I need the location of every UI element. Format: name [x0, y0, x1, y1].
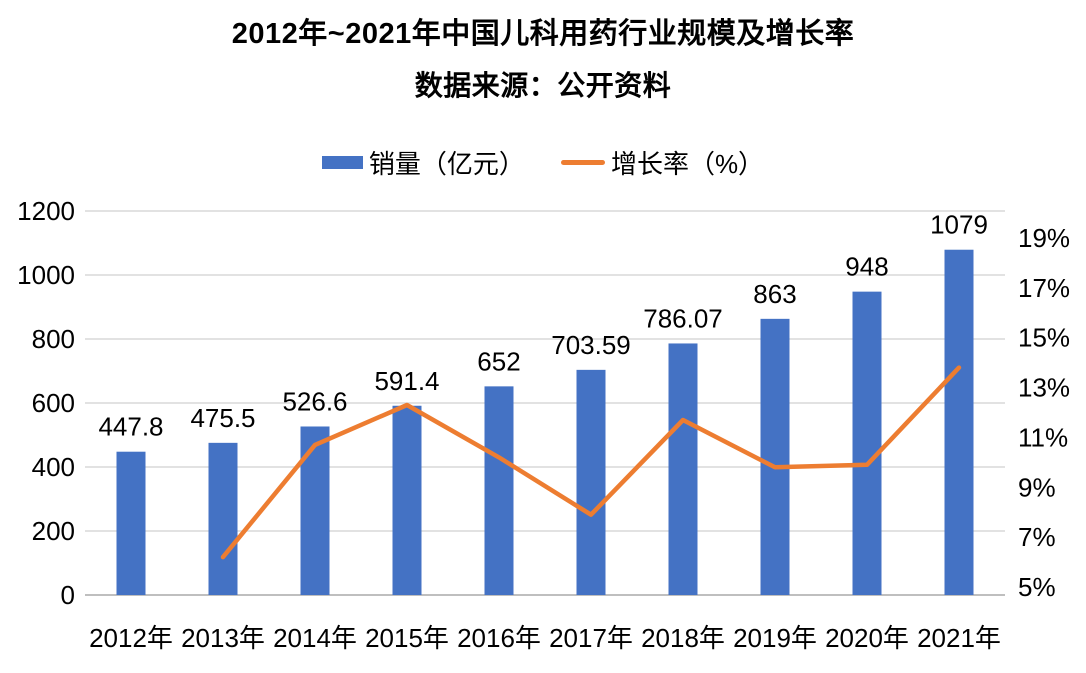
right-tick-5: 5%: [1018, 572, 1056, 602]
bar-label-2014年: 526.6: [282, 386, 347, 416]
bar-label-2020年: 948: [845, 252, 888, 282]
right-axis-labels: 5% 7% 9% 11% 13% 15% 17% 19%: [1018, 223, 1070, 602]
chart-subtitle: 数据来源：公开资料: [414, 70, 672, 101]
bar-2018年: [668, 343, 698, 595]
bar-2013年: [208, 442, 238, 595]
x-label-2017年: 2017年: [549, 623, 633, 653]
x-label-2012年: 2012年: [89, 623, 173, 653]
right-tick-9: 9%: [1018, 472, 1056, 502]
left-tick-600: 600: [32, 388, 75, 418]
line-series-swatch-icon: [560, 160, 605, 165]
right-tick-11: 11%: [1018, 422, 1068, 452]
x-label-2019年: 2019年: [733, 623, 817, 653]
right-tick-15: 15%: [1018, 323, 1070, 353]
legend-item-sales: 销量（亿元）: [321, 144, 525, 181]
right-tick-7: 7%: [1018, 522, 1056, 552]
right-tick-13: 13%: [1018, 373, 1070, 403]
left-tick-0: 0: [61, 580, 75, 610]
left-tick-400: 400: [32, 452, 75, 482]
chart-title: 2012年~2021年中国儿科用药行业规模及增长率: [231, 18, 855, 50]
bar-2016年: [484, 386, 514, 595]
bar-2014年: [300, 426, 330, 595]
gridlines: [85, 210, 1005, 532]
bar-label-2021年: 1079: [930, 210, 988, 240]
right-tick-19: 19%: [1018, 223, 1070, 253]
legend: 销量（亿元） 增长率（%）: [0, 144, 1086, 181]
right-tick-17: 17%: [1018, 273, 1070, 303]
bar-2020年: [852, 291, 882, 595]
bar-label-2016年: 652: [477, 346, 520, 376]
x-label-2014年: 2014年: [273, 623, 357, 653]
growth-rate-line: [220, 365, 962, 560]
left-tick-1200: 1200: [17, 196, 75, 226]
legend-sales-label: 销量（亿元）: [368, 149, 525, 179]
bar-label-2019年: 863: [753, 279, 796, 309]
bar-series-swatch-icon: [321, 156, 363, 169]
left-tick-1000: 1000: [17, 260, 75, 290]
bar-label-2018年: 786.07: [643, 303, 723, 333]
x-label-2016年: 2016年: [457, 623, 541, 653]
legend-growth-label: 增长率（%）: [610, 149, 765, 179]
bar-2015年: [392, 405, 422, 595]
bar-label-2012年: 447.8: [98, 412, 163, 442]
bar-2019年: [760, 318, 790, 595]
x-label-2020年: 2020年: [825, 623, 909, 653]
left-tick-800: 800: [32, 324, 75, 354]
x-label-2013年: 2013年: [181, 623, 265, 653]
bar-label-2015年: 591.4: [374, 366, 439, 396]
x-axis-labels: 2012年 2013年 2014年 2015年 2016年 2017年 2018年 2019年…: [89, 623, 1001, 653]
bar-label-2017年: 703.59: [551, 330, 631, 360]
bar-2021年: [944, 249, 974, 595]
x-label-2015年: 2015年: [365, 623, 449, 653]
bar-label-2013年: 475.5: [190, 403, 255, 433]
bar-2017年: [576, 369, 606, 595]
left-tick-200: 200: [32, 516, 75, 546]
x-label-2018年: 2018年: [641, 623, 725, 653]
left-axis-labels: 0 200 400 600 800 1000 1200: [17, 196, 75, 610]
bar-data-labels: 447.8 475.5 526.6 591.4 652 703.59 786.07 863 94…: [98, 210, 987, 442]
legend-item-growth: 增长率（%）: [560, 144, 765, 181]
x-label-2021年: 2021年: [917, 623, 1001, 653]
bar-2012年: [116, 451, 146, 595]
bar-series: [116, 249, 974, 595]
